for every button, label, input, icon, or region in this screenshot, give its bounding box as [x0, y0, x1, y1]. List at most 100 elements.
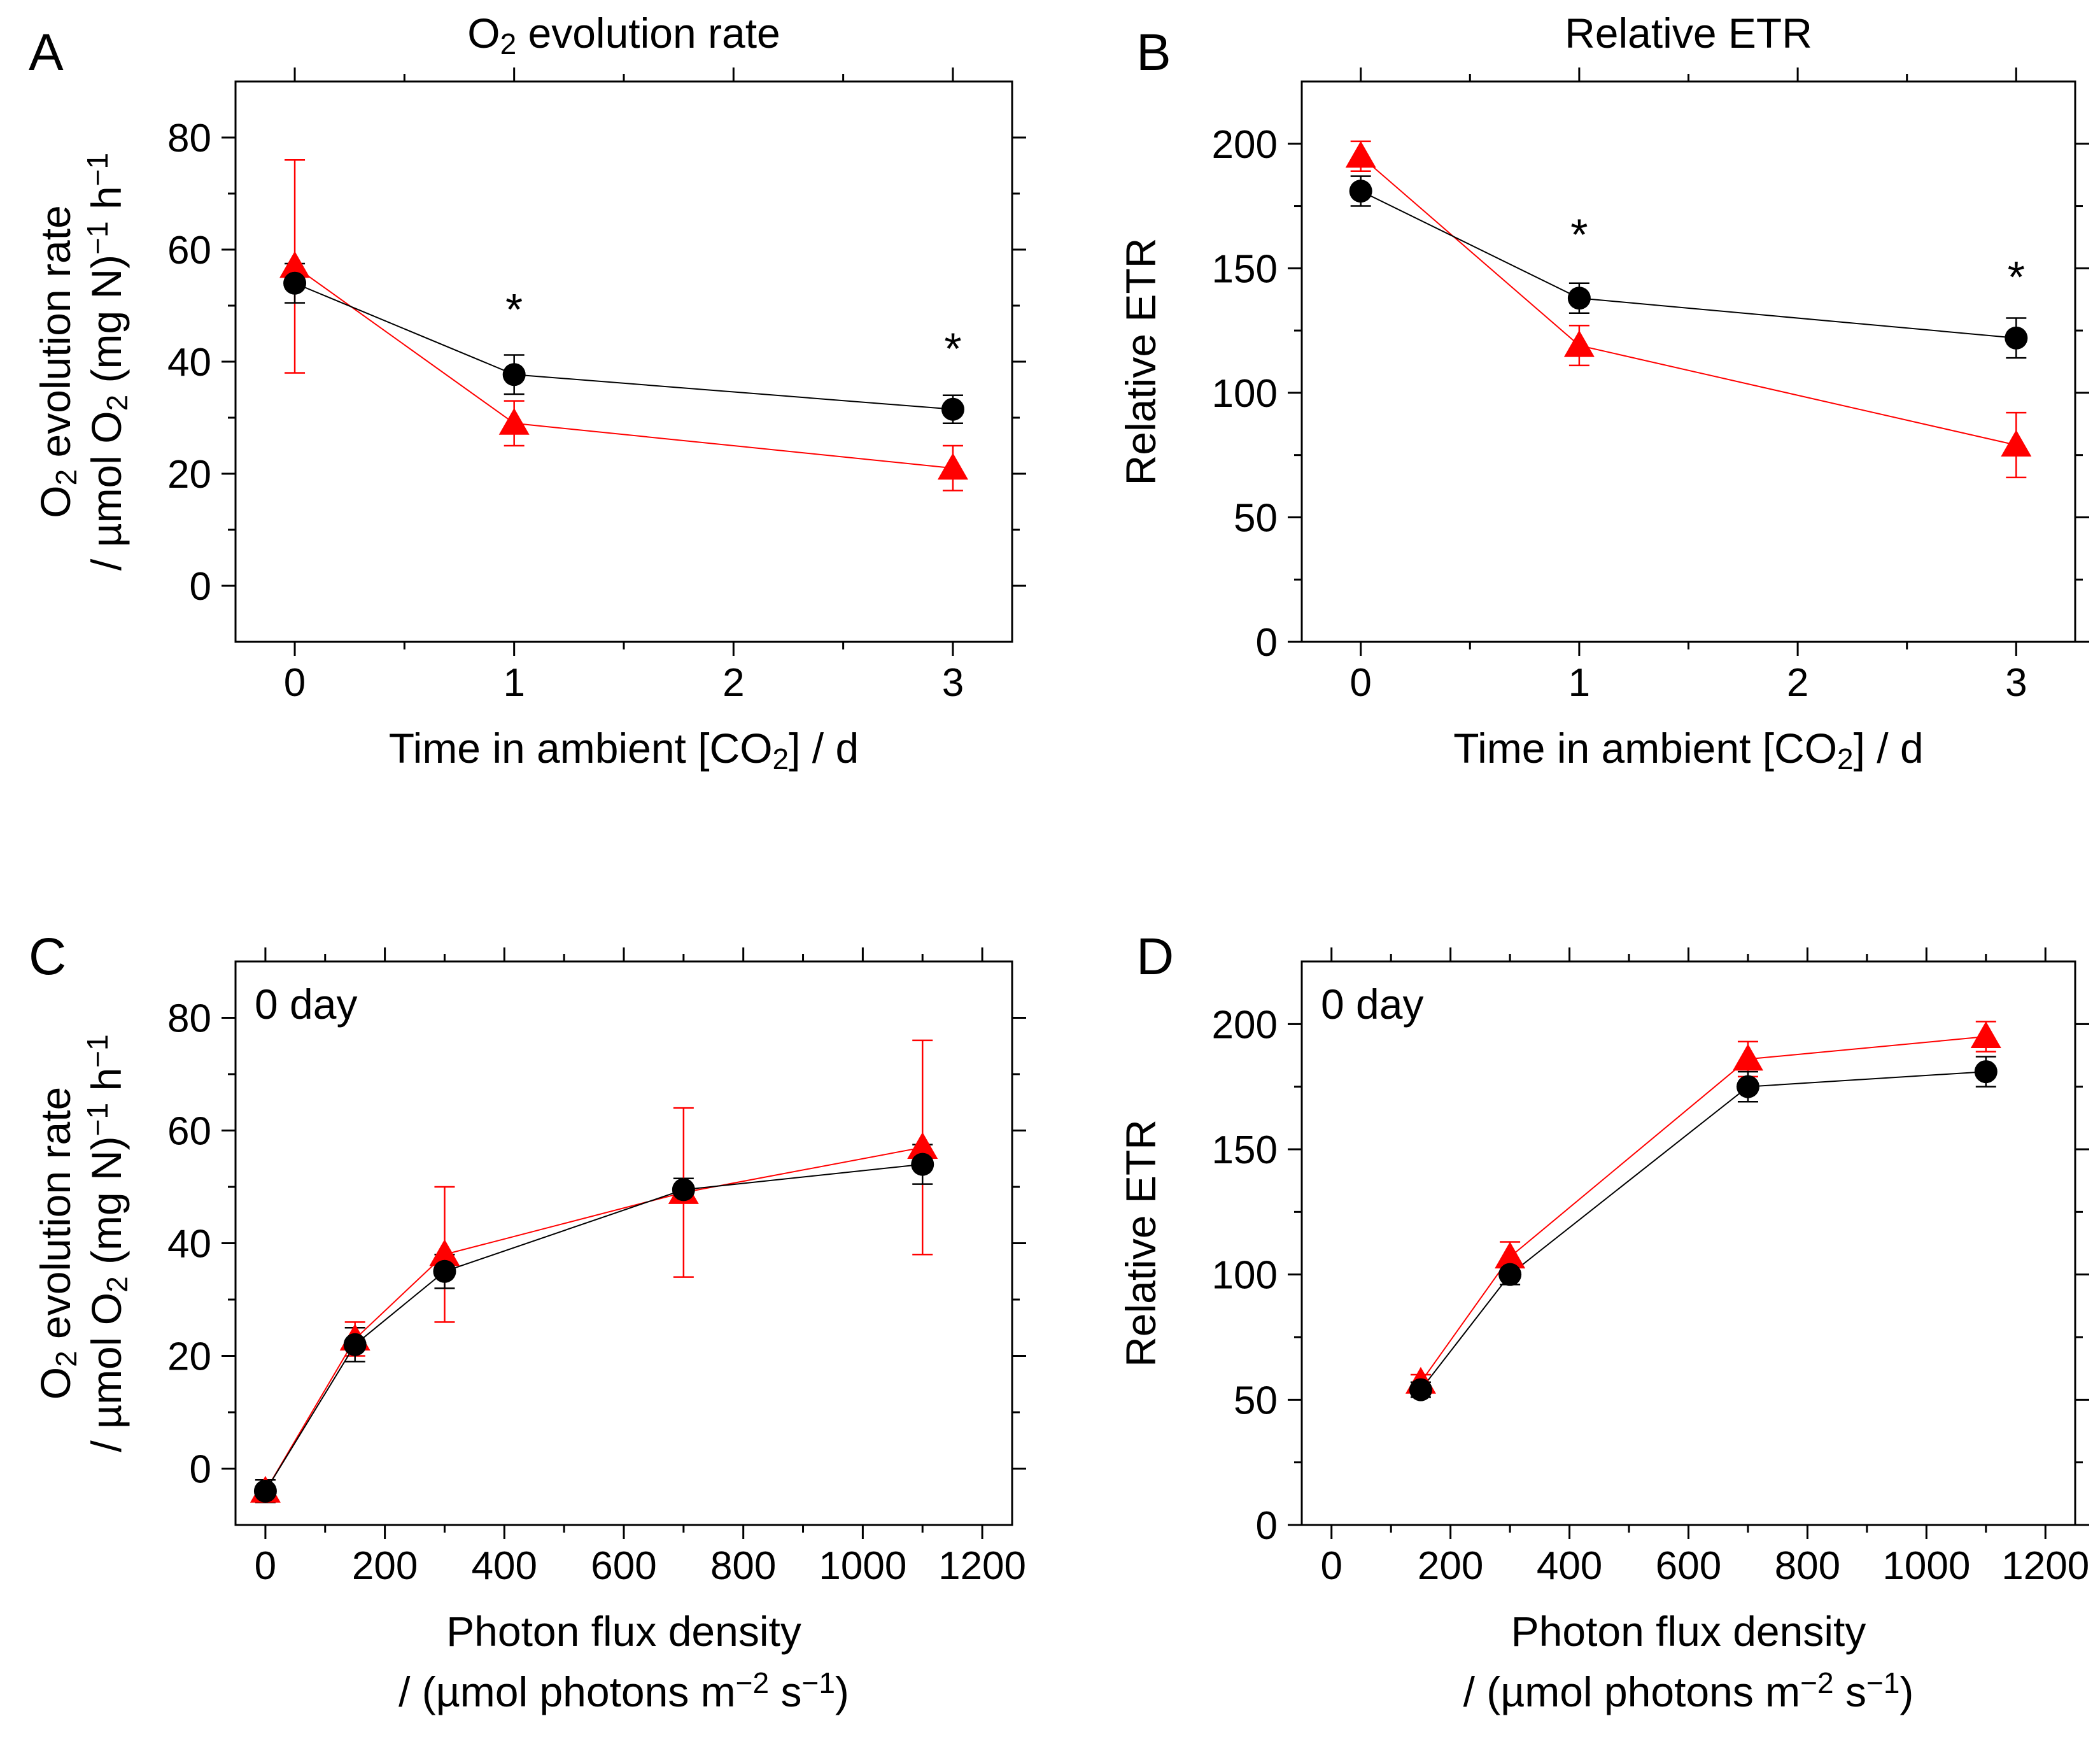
label-fragment: evolution rate [32, 205, 79, 469]
data-point-circle [1498, 1263, 1522, 1286]
x-axis-label: Time in ambient [CO2] / d [389, 725, 859, 776]
x-axis-label: Photon flux density [1511, 1608, 1866, 1655]
label-fragment: −1 [801, 1666, 835, 1699]
label-fragment: −2 [1800, 1666, 1833, 1699]
x-tick-label: 0 [1320, 1544, 1342, 1588]
y-axis-label: Relative ETR [1117, 1119, 1164, 1367]
y-tick-label: 40 [167, 1223, 211, 1266]
label-fragment: −1 [81, 221, 114, 254]
data-point-circle [283, 271, 307, 295]
y-tick-label: 100 [1212, 1254, 1278, 1298]
y-axis-label: O2 evolution rate [32, 205, 83, 518]
label-fragment: (mg N) [83, 1136, 130, 1276]
label-fragment: −1 [81, 1034, 114, 1067]
data-point-triangle [2001, 430, 2032, 457]
significance-marker: * [944, 324, 961, 374]
data-point-triangle [498, 408, 530, 435]
y-tick-label: 0 [1256, 621, 1278, 665]
y-tick-label: 50 [1234, 1379, 1278, 1422]
y-axis-label: O2 evolution rate [32, 1087, 83, 1400]
x-tick-label: 800 [710, 1544, 776, 1588]
label-fragment: ) [835, 1668, 849, 1715]
data-point-circle [1736, 1075, 1759, 1098]
chart-title: Relative ETR [1565, 10, 1812, 57]
panel-label: A [29, 24, 64, 82]
label-fragment: −1 [81, 153, 114, 186]
label-fragment: h [83, 1068, 130, 1103]
x-tick-label: 200 [352, 1544, 418, 1588]
label-fragment: 2 [773, 742, 789, 776]
plot-frame [234, 80, 1013, 643]
y-tick-label: 20 [167, 453, 211, 497]
x-axis-label: Photon flux density [446, 1608, 801, 1655]
label-fragment: / (µmol photons m [398, 1668, 736, 1715]
inset-label: 0 day [255, 981, 357, 1028]
x-tick-label: 1000 [1882, 1544, 1970, 1588]
y-axis-label: Relative ETR [1117, 238, 1164, 486]
label-fragment: O [467, 10, 500, 57]
x-tick-label: 1000 [819, 1544, 906, 1588]
x-tick-label: 200 [1418, 1544, 1483, 1588]
series-line [265, 1147, 923, 1492]
y-axis-label-line2: / µmol O2 (mg N)−1 h−1 [81, 153, 134, 571]
data-point-circle [502, 363, 526, 386]
data-point-circle [941, 397, 964, 421]
label-fragment: Photon flux density [446, 1608, 801, 1655]
significance-marker: * [1570, 210, 1588, 260]
panel-label: C [29, 928, 66, 986]
label-fragment: Relative ETR [1117, 238, 1164, 486]
y-tick-label: 40 [167, 341, 211, 385]
y-tick-label: 0 [1256, 1504, 1278, 1548]
x-axis-label-line2: / (µmol photons m−2 s−1) [1463, 1666, 1914, 1715]
label-fragment: / µmol O [83, 1293, 130, 1452]
x-tick-label: 1200 [2001, 1544, 2089, 1588]
label-fragment: O [32, 1367, 79, 1400]
x-axis-label: Time in ambient [CO2] / d [1453, 725, 1923, 776]
label-fragment: (mg N) [83, 255, 130, 395]
plot-frame [1300, 80, 2076, 643]
y-tick-label: 20 [167, 1335, 211, 1379]
data-point-circle [1349, 180, 1372, 203]
plot-frame [1300, 960, 2076, 1526]
panel-c: C 0 200 400 600 800 1000 1200 0 20 40 60 80 Photon fl… [29, 928, 1026, 1715]
chart-title: O2 evolution rate [467, 10, 780, 60]
label-fragment: s [1834, 1668, 1866, 1715]
x-tick-label: 400 [1537, 1544, 1602, 1588]
data-point-triangle [1563, 330, 1595, 357]
label-fragment: −1 [81, 1103, 114, 1136]
label-fragment: Time in ambient [CO [1453, 725, 1837, 772]
x-tick-label: 0 [284, 661, 306, 705]
label-fragment: ] / d [789, 725, 859, 772]
y-tick-label: 100 [1212, 372, 1278, 416]
x-tick-label: 400 [472, 1544, 537, 1588]
label-fragment: Time in ambient [CO [389, 725, 773, 772]
panel-label: B [1136, 24, 1171, 82]
y-tick-label: 200 [1212, 123, 1278, 167]
label-fragment: ] / d [1854, 725, 1924, 772]
data-point-circle [911, 1152, 934, 1176]
y-tick-label: 60 [167, 229, 211, 273]
data-point-triangle [1732, 1044, 1763, 1071]
x-tick-label: 2 [722, 661, 744, 705]
data-point-circle [1974, 1060, 1998, 1084]
series-line [1360, 155, 2017, 446]
series-line [1360, 190, 2017, 339]
series-line [1420, 1036, 1986, 1383]
label-fragment: 2 [500, 27, 517, 60]
label-fragment: / (µmol photons m [1463, 1668, 1801, 1715]
y-tick-label: 150 [1212, 1128, 1278, 1172]
panel-label: D [1136, 928, 1174, 986]
inset-label: 0 day [1321, 981, 1423, 1028]
data-point-triangle [1970, 1021, 2001, 1048]
x-tick-label: 3 [2005, 661, 2027, 705]
data-point-circle [253, 1479, 277, 1503]
label-fragment: Photon flux density [1511, 1608, 1866, 1655]
x-tick-label: 3 [942, 661, 964, 705]
y-tick-label: 200 [1212, 1003, 1278, 1047]
x-axis-label-line2: / (µmol photons m−2 s−1) [398, 1666, 849, 1715]
label-fragment: evolution rate [32, 1087, 79, 1351]
label-fragment: O [32, 485, 79, 518]
y-tick-label: 0 [190, 1448, 211, 1492]
data-point-triangle [1495, 1242, 1526, 1269]
